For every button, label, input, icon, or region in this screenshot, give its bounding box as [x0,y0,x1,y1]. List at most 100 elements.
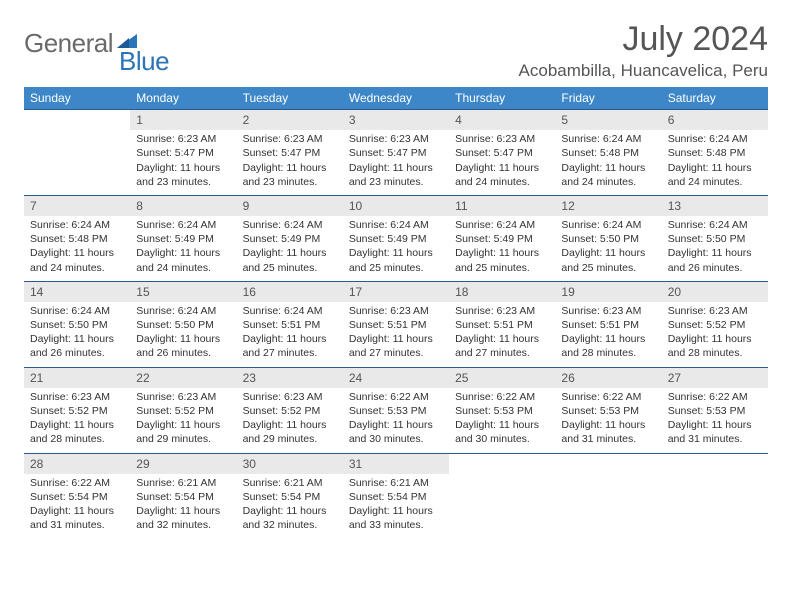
day-line-d2: and 33 minutes. [349,518,443,532]
page-header: General Blue July 2024 Acobambilla, Huan… [24,20,768,81]
day-body: Sunrise: 6:21 AMSunset: 5:54 PMDaylight:… [343,474,449,539]
day-line-d2: and 25 minutes. [561,261,655,275]
day-line-d2: and 26 minutes. [30,346,124,360]
day-line-ss: Sunset: 5:50 PM [668,232,762,246]
day-line-d2: and 27 minutes. [349,346,443,360]
day-number: 15 [130,282,236,302]
day-line-d1: Daylight: 11 hours [30,504,124,518]
day-line-sr: Sunrise: 6:24 AM [561,218,655,232]
day-line-sr: Sunrise: 6:23 AM [455,304,549,318]
day-body: Sunrise: 6:22 AMSunset: 5:53 PMDaylight:… [555,388,661,453]
day-line-sr: Sunrise: 6:21 AM [349,476,443,490]
day-line-d2: and 23 minutes. [136,175,230,189]
day-body: Sunrise: 6:22 AMSunset: 5:54 PMDaylight:… [24,474,130,539]
day-body: Sunrise: 6:24 AMSunset: 5:48 PMDaylight:… [555,130,661,195]
day-line-d1: Daylight: 11 hours [30,332,124,346]
day-body: Sunrise: 6:23 AMSunset: 5:47 PMDaylight:… [449,130,555,195]
day-line-d1: Daylight: 11 hours [455,418,549,432]
logo: General Blue [24,20,169,59]
day-line-d2: and 29 minutes. [243,432,337,446]
day-line-d2: and 26 minutes. [668,261,762,275]
day-line-d1: Daylight: 11 hours [243,332,337,346]
day-line-d1: Daylight: 11 hours [243,246,337,260]
day-number: 17 [343,282,449,302]
calendar-day-cell: 11Sunrise: 6:24 AMSunset: 5:49 PMDayligh… [449,195,555,281]
day-line-d1: Daylight: 11 hours [455,246,549,260]
day-line-d1: Daylight: 11 hours [349,161,443,175]
day-line-sr: Sunrise: 6:23 AM [136,132,230,146]
day-line-ss: Sunset: 5:49 PM [136,232,230,246]
day-number: 3 [343,110,449,130]
weekday-header: Monday [130,87,236,110]
day-line-ss: Sunset: 5:48 PM [30,232,124,246]
day-line-ss: Sunset: 5:51 PM [561,318,655,332]
day-number: 30 [237,454,343,474]
day-line-ss: Sunset: 5:47 PM [136,146,230,160]
day-line-d1: Daylight: 11 hours [455,332,549,346]
day-line-sr: Sunrise: 6:23 AM [349,304,443,318]
day-line-ss: Sunset: 5:47 PM [455,146,549,160]
day-number: 11 [449,196,555,216]
day-body: Sunrise: 6:24 AMSunset: 5:48 PMDaylight:… [24,216,130,281]
day-line-ss: Sunset: 5:50 PM [30,318,124,332]
day-line-ss: Sunset: 5:47 PM [243,146,337,160]
day-line-sr: Sunrise: 6:22 AM [349,390,443,404]
day-body: Sunrise: 6:24 AMSunset: 5:50 PMDaylight:… [130,302,236,367]
calendar-day-cell: 30Sunrise: 6:21 AMSunset: 5:54 PMDayligh… [237,453,343,538]
page-title: July 2024 [519,20,768,59]
day-line-d2: and 26 minutes. [136,346,230,360]
day-line-sr: Sunrise: 6:24 AM [136,304,230,318]
day-line-sr: Sunrise: 6:23 AM [561,304,655,318]
day-line-d2: and 25 minutes. [243,261,337,275]
calendar-day-cell: 29Sunrise: 6:21 AMSunset: 5:54 PMDayligh… [130,453,236,538]
day-line-d1: Daylight: 11 hours [243,161,337,175]
day-body: Sunrise: 6:24 AMSunset: 5:50 PMDaylight:… [24,302,130,367]
day-line-sr: Sunrise: 6:22 AM [455,390,549,404]
calendar-week-row: 21Sunrise: 6:23 AMSunset: 5:52 PMDayligh… [24,367,768,453]
weekday-header: Friday [555,87,661,110]
calendar-day-cell: 3Sunrise: 6:23 AMSunset: 5:47 PMDaylight… [343,110,449,196]
day-number: 13 [662,196,768,216]
calendar-week-row: 14Sunrise: 6:24 AMSunset: 5:50 PMDayligh… [24,281,768,367]
day-number: 5 [555,110,661,130]
day-line-sr: Sunrise: 6:24 AM [561,132,655,146]
calendar-empty-cell [662,453,768,538]
day-body: Sunrise: 6:24 AMSunset: 5:50 PMDaylight:… [662,216,768,281]
calendar-week-row: 1Sunrise: 6:23 AMSunset: 5:47 PMDaylight… [24,110,768,196]
day-number: 12 [555,196,661,216]
day-line-ss: Sunset: 5:48 PM [668,146,762,160]
calendar-day-cell: 25Sunrise: 6:22 AMSunset: 5:53 PMDayligh… [449,367,555,453]
day-number: 18 [449,282,555,302]
day-line-ss: Sunset: 5:52 PM [136,404,230,418]
day-line-d2: and 24 minutes. [668,175,762,189]
day-body: Sunrise: 6:22 AMSunset: 5:53 PMDaylight:… [449,388,555,453]
day-body: Sunrise: 6:24 AMSunset: 5:48 PMDaylight:… [662,130,768,195]
calendar-day-cell: 12Sunrise: 6:24 AMSunset: 5:50 PMDayligh… [555,195,661,281]
day-line-d1: Daylight: 11 hours [668,161,762,175]
day-line-d2: and 24 minutes. [30,261,124,275]
day-line-sr: Sunrise: 6:23 AM [668,304,762,318]
title-block: July 2024 Acobambilla, Huancavelica, Per… [519,20,768,81]
day-line-d2: and 31 minutes. [668,432,762,446]
day-number: 14 [24,282,130,302]
day-line-d2: and 30 minutes. [349,432,443,446]
day-number: 10 [343,196,449,216]
day-line-ss: Sunset: 5:52 PM [243,404,337,418]
day-line-d2: and 30 minutes. [455,432,549,446]
day-line-d1: Daylight: 11 hours [668,332,762,346]
day-line-d1: Daylight: 11 hours [136,161,230,175]
day-line-sr: Sunrise: 6:24 AM [668,218,762,232]
day-body: Sunrise: 6:23 AMSunset: 5:47 PMDaylight:… [130,130,236,195]
day-line-sr: Sunrise: 6:21 AM [136,476,230,490]
day-line-d2: and 27 minutes. [243,346,337,360]
calendar-table: SundayMondayTuesdayWednesdayThursdayFrid… [24,87,768,538]
calendar-day-cell: 27Sunrise: 6:22 AMSunset: 5:53 PMDayligh… [662,367,768,453]
day-line-sr: Sunrise: 6:23 AM [30,390,124,404]
day-line-d2: and 28 minutes. [30,432,124,446]
weekday-header: Thursday [449,87,555,110]
day-line-ss: Sunset: 5:50 PM [561,232,655,246]
day-number: 29 [130,454,236,474]
day-line-d1: Daylight: 11 hours [30,246,124,260]
day-line-d1: Daylight: 11 hours [243,504,337,518]
day-line-ss: Sunset: 5:47 PM [349,146,443,160]
